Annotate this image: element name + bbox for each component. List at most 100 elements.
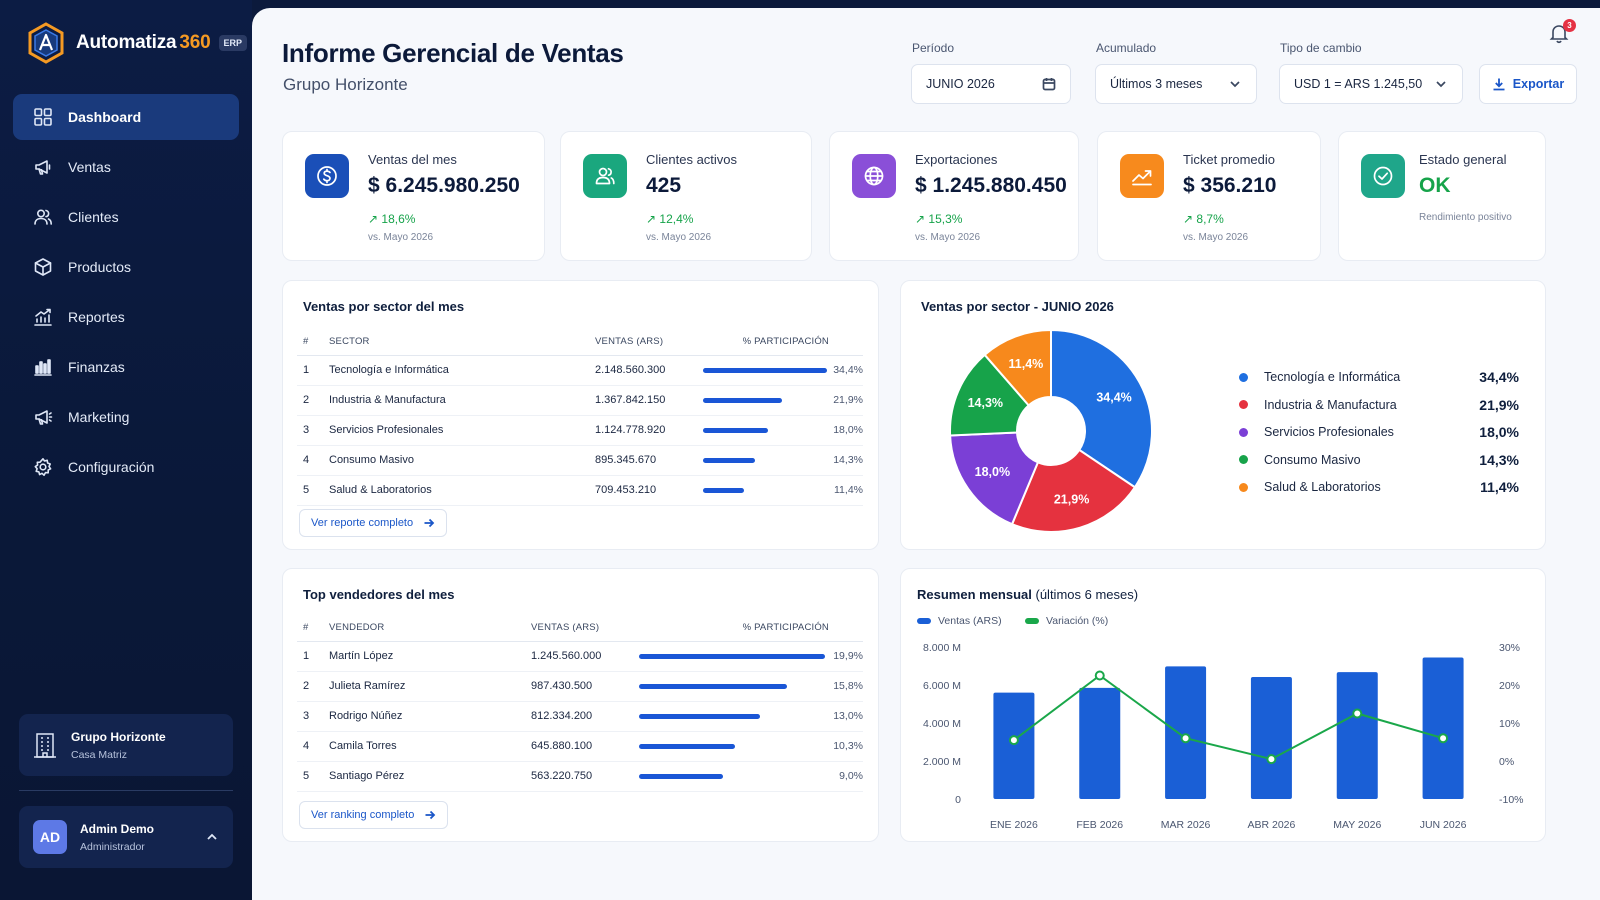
col-header: # — [297, 615, 329, 642]
pie-slice[interactable] — [1050, 328, 1153, 489]
y-tick-label-right: 0% — [1499, 756, 1514, 768]
app-logo[interactable]: Automatiza 360 ERP — [26, 21, 248, 65]
pie-slice[interactable] — [983, 328, 1052, 407]
sidebar-item-configuracion[interactable]: Configuración — [13, 444, 239, 490]
x-tick-label: FEB 2026 — [1076, 819, 1123, 831]
kpi-label: Clientes activos — [646, 152, 738, 167]
legend-swatch — [1239, 427, 1248, 437]
acumulado-select[interactable]: Últimos 3 meses — [1095, 64, 1257, 104]
company-selector[interactable]: Grupo Horizonte Casa Matriz — [19, 714, 233, 776]
row-index: 5 — [297, 761, 329, 792]
notifications-button[interactable]: 3 — [1548, 19, 1576, 50]
variation-point — [1266, 754, 1277, 765]
row-index: 1 — [297, 355, 329, 386]
megaphone-icon — [32, 406, 54, 428]
sidebar-item-label: Marketing — [68, 409, 130, 425]
ver-ranking-button[interactable]: Ver ranking completo — [299, 801, 449, 829]
megaphone-icon — [32, 156, 54, 178]
pie-slice[interactable] — [1010, 448, 1137, 533]
sector-pie-chart: 34,4% 21,9% 18,0% 14,3% 11,4% — [949, 328, 1153, 533]
row-name: Consumo Masivo — [329, 445, 595, 476]
table-row[interactable]: 4 Camila Torres 645.880.100 10,3% — [297, 731, 863, 762]
panel-title: Ventas por sector del mes — [303, 299, 465, 314]
variation-point — [1008, 735, 1019, 746]
table-row[interactable]: 3 Servicios Profesionales 1.124.778.920 18,… — [297, 415, 863, 446]
x-tick-label: ABR 2026 — [1247, 819, 1295, 831]
acumulado-label: Acumulado — [1096, 41, 1157, 55]
notification-badge: 3 — [1563, 19, 1576, 32]
share-bar-track — [703, 427, 827, 433]
user-menu[interactable]: AD Admin Demo Administrador — [19, 806, 233, 868]
table-row[interactable]: 5 Salud & Laboratorios 709.453.210 11,4% — [297, 475, 863, 506]
sidebar-item-marketing[interactable]: Marketing — [13, 394, 239, 440]
sidebar-item-dashboard[interactable]: Dashboard — [13, 94, 239, 140]
trend-icon — [1120, 154, 1164, 198]
sidebar-item-productos[interactable]: Productos — [13, 244, 239, 290]
export-button[interactable]: Exportar — [1479, 64, 1577, 104]
periodo-picker[interactable]: JUNIO 2026 — [911, 64, 1071, 104]
kpi-comparison: Rendimiento positivo — [1419, 212, 1512, 223]
sidebar-item-reportes[interactable]: Reportes — [13, 294, 239, 340]
tipo-cambio-value: USD 1 = ARS 1.245,50 — [1294, 77, 1423, 91]
table-row[interactable]: 2 Julieta Ramírez 987.430.500 15,8% — [297, 671, 863, 702]
sidebar: Automatiza 360 ERP Dashboard Ventas Clien… — [0, 0, 252, 900]
table-row[interactable]: 2 Industria & Manufactura 1.367.842.150 21,… — [297, 385, 863, 416]
row-index: 2 — [297, 385, 329, 416]
row-index: 1 — [297, 641, 329, 672]
legend-value: 21,9% — [1479, 396, 1519, 413]
row-share: 10,3% — [639, 731, 863, 762]
table-row[interactable]: 3 Rodrigo Núñez 812.334.200 13,0% — [297, 701, 863, 732]
row-name: Industria & Manufactura — [329, 385, 595, 416]
row-sales: 812.334.200 — [531, 701, 639, 732]
y-tick-label-left: 8.000 M — [923, 642, 961, 654]
sidebar-item-finanzas[interactable]: Finanzas — [13, 344, 239, 390]
kpi-label: Ventas del mes — [368, 152, 457, 167]
dollar-icon — [305, 154, 349, 198]
col-header: VENTAS (ARS) — [531, 615, 639, 642]
table-header-row: # SECTOR VENTAS (ARS) % PARTICIPACIÓN — [297, 329, 863, 356]
users-icon — [32, 206, 54, 228]
row-index: 3 — [297, 415, 329, 446]
kpi-value: OK — [1419, 174, 1451, 197]
pie-slice[interactable] — [949, 431, 1040, 526]
table-row[interactable]: 1 Tecnología e Informática 2.148.560.300 34… — [297, 355, 863, 386]
row-sales: 1.124.778.920 — [595, 415, 703, 446]
row-share: 11,4% — [703, 475, 863, 506]
sidebar-item-clientes[interactable]: Clientes — [13, 194, 239, 240]
share-bar — [639, 773, 723, 779]
kpi-label: Estado general — [1419, 152, 1507, 167]
y-tick-label-right: 30% — [1499, 642, 1520, 654]
legend-item: Consumo Masivo 14,3% — [1239, 450, 1519, 470]
link-label: Ver reporte completo — [311, 517, 414, 529]
chevron-up-icon[interactable] — [205, 830, 219, 844]
row-share: 21,9% — [703, 385, 863, 416]
share-bar-track — [639, 713, 825, 719]
col-header: # — [297, 329, 329, 356]
tipo-cambio-select[interactable]: USD 1 = ARS 1.245,50 — [1279, 64, 1463, 104]
share-bar-track — [703, 397, 827, 403]
kpi-comparison: vs. Mayo 2026 — [646, 232, 712, 243]
kpi-value: $ 6.245.980.250 — [368, 174, 520, 197]
pie-slice-label: 21,9% — [1054, 492, 1089, 506]
table-row[interactable]: 1 Martín López 1.245.560.000 19,9% — [297, 641, 863, 672]
table-row[interactable]: 5 Santiago Pérez 563.220.750 9,0% — [297, 761, 863, 792]
legend-label: Servicios Profesionales — [1264, 425, 1394, 439]
row-name: Rodrigo Núñez — [329, 701, 531, 732]
avatar: AD — [33, 820, 67, 854]
row-share: 14,3% — [703, 445, 863, 476]
row-pct: 10,3% — [833, 740, 863, 752]
chart-line-icon — [32, 306, 54, 328]
row-share: 13,0% — [639, 701, 863, 732]
chevron-down-icon — [1436, 81, 1446, 88]
pie-slice-label: 18,0% — [975, 465, 1010, 479]
sidebar-item-label: Ventas — [68, 159, 111, 175]
y-tick-label-right: -10% — [1499, 794, 1524, 806]
gear-icon — [32, 456, 54, 478]
ver-reporte-button[interactable]: Ver reporte completo — [299, 509, 448, 537]
sidebar-item-ventas[interactable]: Ventas — [13, 144, 239, 190]
row-share: 18,0% — [703, 415, 863, 446]
variation-point — [1094, 670, 1105, 681]
table-row[interactable]: 4 Consumo Masivo 895.345.670 14,3% — [297, 445, 863, 476]
bar — [1165, 666, 1207, 799]
row-sales: 563.220.750 — [531, 761, 639, 792]
